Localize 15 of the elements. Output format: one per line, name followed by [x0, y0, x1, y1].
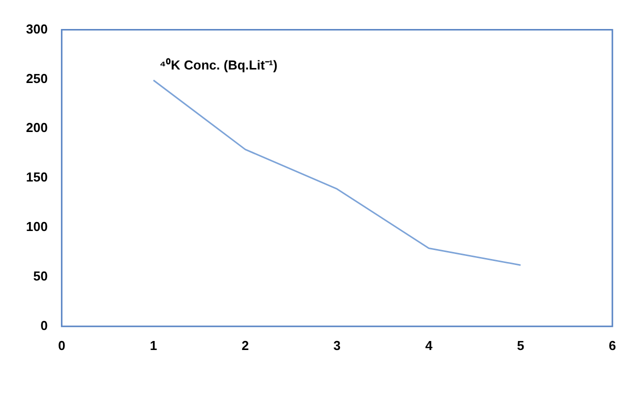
y-tick-label: 200 — [26, 120, 48, 136]
y-tick-label: 100 — [26, 219, 48, 234]
x-tick-label: 1 — [150, 338, 158, 353]
y-tick-label: 300 — [26, 21, 48, 36]
x-tick-label: 3 — [333, 338, 341, 353]
x-tick-label: 0 — [58, 338, 66, 353]
x-tick-label: 6 — [608, 338, 616, 353]
y-tick-label: 150 — [26, 170, 48, 185]
y-tick-label: 0 — [40, 318, 48, 333]
y-tick-label: 250 — [26, 70, 48, 86]
x-tick-label: 4 — [425, 338, 434, 353]
y-tick-label: 50 — [33, 268, 48, 284]
series-label: ⁴⁰K Conc. (Bq.Lit⁻¹) — [159, 57, 278, 72]
x-tick-label: 2 — [242, 338, 249, 353]
x-tick-label: 5 — [516, 338, 524, 353]
